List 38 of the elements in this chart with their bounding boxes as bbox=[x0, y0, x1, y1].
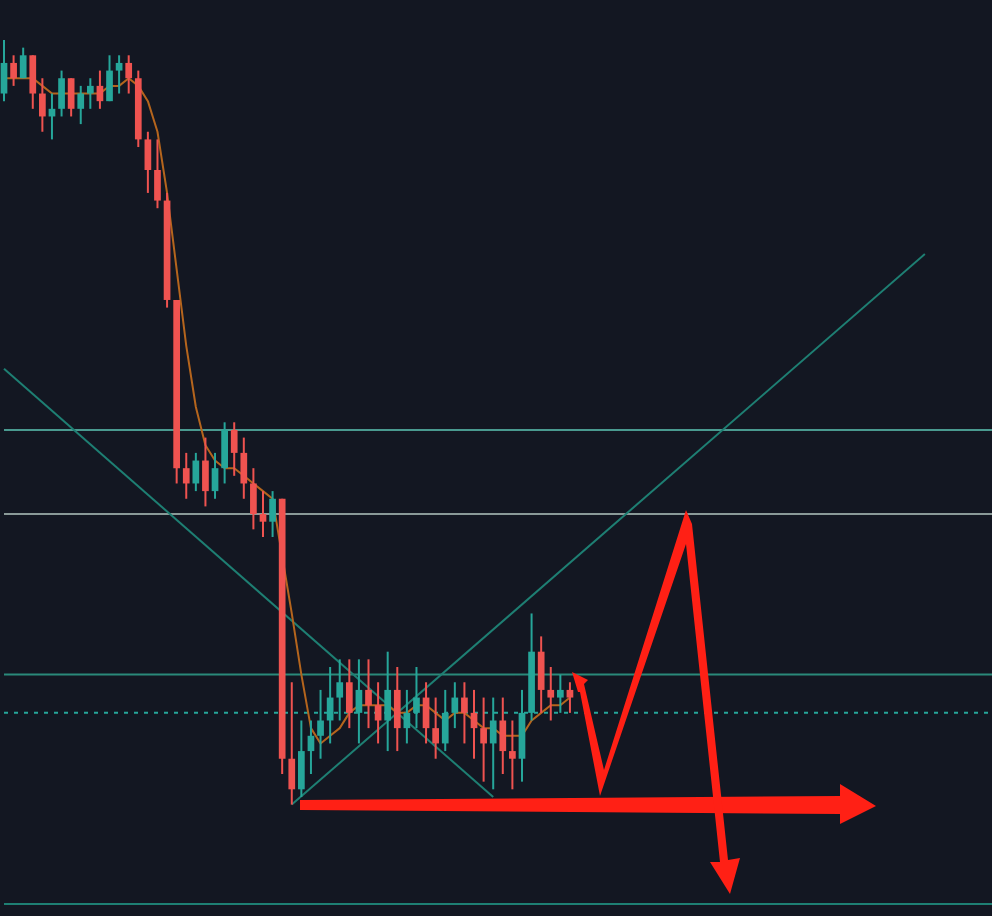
candlestick bbox=[202, 436, 209, 508]
candlestick bbox=[154, 138, 161, 210]
candlestick bbox=[393, 665, 401, 753]
candlestick bbox=[288, 681, 296, 806]
candlestick bbox=[269, 490, 276, 538]
candlestick bbox=[547, 665, 555, 722]
candlestick bbox=[0, 39, 8, 103]
candlestick bbox=[106, 54, 113, 103]
candlestick bbox=[77, 84, 85, 126]
candlestick bbox=[221, 421, 228, 485]
candlestick bbox=[211, 451, 219, 500]
candlestick bbox=[345, 658, 353, 730]
candlestick bbox=[182, 451, 190, 500]
candlestick bbox=[240, 436, 248, 500]
candlestick bbox=[384, 650, 392, 753]
candlestick bbox=[10, 54, 17, 87]
candlestick bbox=[67, 77, 75, 118]
candlestick bbox=[365, 658, 372, 730]
candlestick bbox=[230, 421, 238, 477]
candlestick bbox=[432, 696, 440, 760]
candlestick bbox=[115, 54, 123, 95]
candlestick bbox=[86, 77, 94, 110]
candlestick bbox=[499, 696, 507, 776]
candlestick bbox=[461, 681, 468, 745]
candlestick bbox=[537, 635, 545, 714]
candlestick bbox=[192, 451, 200, 493]
candlestick bbox=[509, 719, 516, 791]
candlestick bbox=[29, 54, 37, 110]
candlestick bbox=[19, 46, 27, 80]
candlestick bbox=[39, 77, 46, 133]
candlestick bbox=[58, 69, 65, 118]
candlestick bbox=[125, 54, 133, 95]
candlestick bbox=[298, 719, 305, 798]
candlestick bbox=[144, 130, 152, 194]
candlestick bbox=[566, 681, 574, 714]
candlestick bbox=[480, 696, 487, 783]
candlestick bbox=[259, 490, 267, 538]
candlestick bbox=[250, 467, 257, 531]
